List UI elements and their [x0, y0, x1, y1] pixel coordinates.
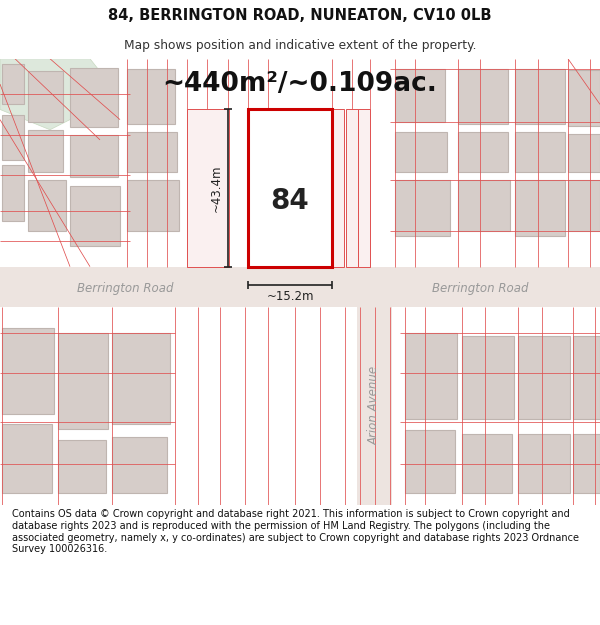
Bar [346, 109, 358, 267]
Bar [127, 132, 177, 173]
Bar [187, 109, 229, 267]
Bar [2, 64, 24, 104]
Bar [58, 440, 106, 493]
Text: Contains OS data © Crown copyright and database right 2021. This information is : Contains OS data © Crown copyright and d… [12, 509, 579, 554]
Bar [405, 332, 457, 419]
Bar [573, 336, 600, 419]
Bar [127, 181, 179, 231]
Bar [2, 328, 54, 414]
Text: Arion Avenue: Arion Avenue [367, 366, 380, 445]
Bar [462, 336, 514, 419]
Bar [248, 109, 332, 267]
Bar [70, 68, 118, 127]
Bar [395, 181, 450, 236]
Bar [405, 430, 455, 493]
Bar [357, 308, 392, 505]
Text: 84, BERRINGTON ROAD, NUNEATON, CV10 0LB: 84, BERRINGTON ROAD, NUNEATON, CV10 0LB [108, 8, 492, 22]
Bar [515, 69, 565, 124]
Text: ~43.4m: ~43.4m [210, 164, 223, 212]
Bar [2, 165, 24, 221]
Bar [28, 181, 66, 231]
Polygon shape [0, 59, 110, 130]
Bar [458, 69, 508, 124]
Bar [568, 181, 600, 231]
Bar [2, 424, 52, 493]
Bar [2, 114, 24, 160]
Text: 84: 84 [271, 187, 310, 214]
Bar [332, 109, 344, 267]
Bar [112, 332, 170, 424]
Text: Berrington Road: Berrington Road [432, 282, 528, 296]
Bar [28, 130, 63, 173]
Bar [127, 69, 175, 124]
Bar [568, 134, 600, 172]
Bar [515, 132, 565, 173]
Text: Map shows position and indicative extent of the property.: Map shows position and indicative extent… [124, 39, 476, 52]
Bar [28, 71, 63, 122]
Bar [573, 434, 600, 493]
Bar [112, 437, 167, 493]
Text: ~15.2m: ~15.2m [266, 290, 314, 303]
Bar [395, 69, 445, 122]
Bar [515, 181, 565, 236]
Bar [458, 181, 510, 231]
Bar [568, 70, 600, 126]
Bar [0, 267, 600, 308]
Bar [518, 336, 570, 419]
Bar [462, 434, 512, 493]
Bar [70, 135, 118, 178]
Text: ~440m²/~0.109ac.: ~440m²/~0.109ac. [163, 71, 437, 97]
Bar [458, 132, 508, 173]
Bar [58, 332, 108, 429]
Bar [70, 186, 120, 246]
Bar [358, 109, 370, 267]
Bar [518, 434, 570, 493]
Text: Berrington Road: Berrington Road [77, 282, 173, 296]
Bar [395, 132, 447, 173]
